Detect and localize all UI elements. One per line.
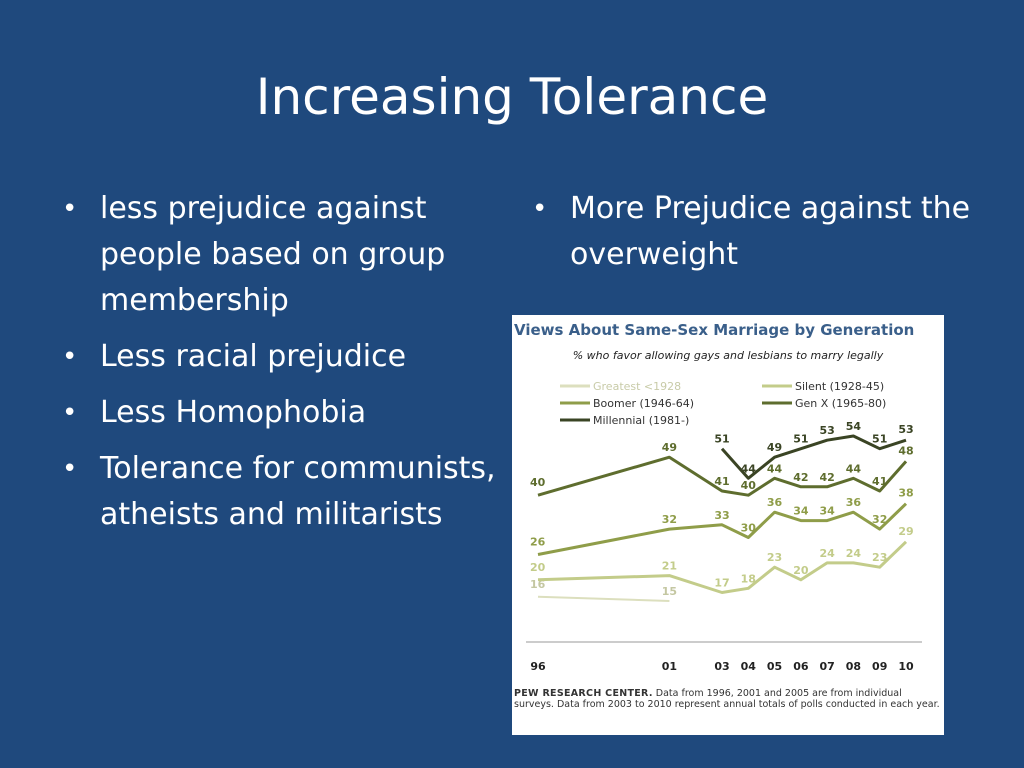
data-label: 51: [872, 433, 887, 446]
source-note: Data from 1996, 2001 and 2005 are from i…: [514, 688, 940, 710]
chart-title: Views About Same-Sex Marriage by Generat…: [514, 321, 915, 339]
data-label: 23: [767, 551, 782, 564]
data-label: 33: [714, 509, 729, 522]
data-label: 29: [898, 525, 913, 538]
legend-label: Millennial (1981-): [593, 414, 689, 427]
x-tick-label: 08: [846, 660, 861, 673]
series-line: [720, 434, 907, 480]
data-label: 20: [530, 561, 546, 574]
data-label: 42: [819, 471, 834, 484]
data-label: 21: [662, 560, 677, 573]
data-label: 18: [741, 572, 756, 585]
slide-title: Increasing Tolerance: [255, 68, 769, 126]
bullet-icon: •: [62, 342, 78, 372]
bullet-icon: •: [532, 194, 548, 224]
data-label: 44: [741, 462, 757, 475]
legend-label: Gen X (1965-80): [795, 397, 886, 410]
right-bullet-list: • More Prejudice against the overweight: [526, 186, 996, 288]
data-label: 17: [714, 577, 729, 590]
bullet-text: Less Homophobia: [100, 395, 367, 430]
legend-label: Silent (1928-45): [795, 380, 884, 393]
bullet-text: Less racial prejudice: [100, 339, 407, 374]
bullet-text: less prejudice against people based on g…: [100, 191, 446, 318]
series-line: [537, 595, 670, 602]
data-label: 40: [530, 476, 546, 489]
x-tick-label: 10: [898, 660, 914, 673]
data-label: 41: [714, 475, 729, 488]
data-label: 24: [846, 547, 862, 560]
left-bullet-list: • less prejudice against people based on …: [56, 186, 496, 548]
data-label: 40: [741, 479, 757, 492]
data-label: 44: [767, 462, 783, 475]
data-label: 15: [662, 585, 677, 598]
series-line: [537, 502, 908, 556]
bullet-text: More Prejudice against the overweight: [570, 191, 971, 272]
x-tick-label: 96: [530, 660, 546, 673]
data-label: 54: [846, 420, 862, 433]
bullet-icon: •: [62, 454, 78, 484]
data-label: 32: [872, 513, 887, 526]
data-label: 26: [530, 535, 546, 548]
bullet-text: Tolerance for communists, atheists and m…: [100, 451, 496, 532]
data-label: 30: [741, 522, 757, 535]
data-label: 36: [846, 496, 862, 509]
left-bullet-item: • Tolerance for communists, atheists and …: [56, 446, 496, 538]
data-label: 42: [793, 471, 808, 484]
data-label: 49: [662, 441, 677, 454]
data-label: 53: [819, 424, 834, 437]
left-bullet-item: • Less Homophobia: [56, 390, 496, 436]
right-bullet-item: • More Prejudice against the overweight: [526, 186, 996, 278]
bullet-icon: •: [62, 194, 78, 224]
data-label: 49: [767, 441, 782, 454]
data-label: 38: [898, 487, 913, 500]
series-line: [537, 455, 908, 497]
data-label: 34: [819, 505, 835, 518]
chart-plot: Greatest <1928 Silent (1928-45) Boomer (19…: [526, 380, 922, 673]
chart-image: Views About Same-Sex Marriage by Generat…: [512, 315, 944, 735]
x-tick-label: 05: [767, 660, 782, 673]
source-org: PEW RESEARCH CENTER.: [514, 688, 653, 699]
chart-source: PEW RESEARCH CENTER. Data from 1996, 200…: [514, 688, 942, 710]
data-label: 48: [898, 444, 913, 457]
x-tick-label: 01: [662, 660, 677, 673]
data-label: 34: [793, 505, 809, 518]
data-label: 36: [767, 496, 783, 509]
data-label: 23: [872, 551, 887, 564]
legend-label: Greatest <1928: [593, 380, 681, 393]
x-tick-label: 09: [872, 660, 887, 673]
left-bullet-item: • less prejudice against people based on …: [56, 186, 496, 324]
data-label: 24: [819, 547, 835, 560]
data-label: 51: [714, 433, 729, 446]
data-label: 20: [793, 564, 809, 577]
data-label: 53: [898, 423, 913, 436]
x-tick-label: 04: [741, 660, 757, 673]
x-tick-label: 03: [714, 660, 729, 673]
series-line: [537, 540, 908, 594]
data-label: 44: [846, 462, 862, 475]
x-tick-label: 06: [793, 660, 809, 673]
x-tick-label: 07: [819, 660, 834, 673]
left-bullet-item: • Less racial prejudice: [56, 334, 496, 380]
data-label: 32: [662, 513, 677, 526]
data-label: 51: [793, 433, 808, 446]
bullet-icon: •: [62, 398, 78, 428]
chart-subtitle: % who favor allowing gays and lesbians t…: [572, 349, 884, 362]
legend-label: Boomer (1946-64): [593, 397, 694, 410]
data-label: 41: [872, 475, 887, 488]
